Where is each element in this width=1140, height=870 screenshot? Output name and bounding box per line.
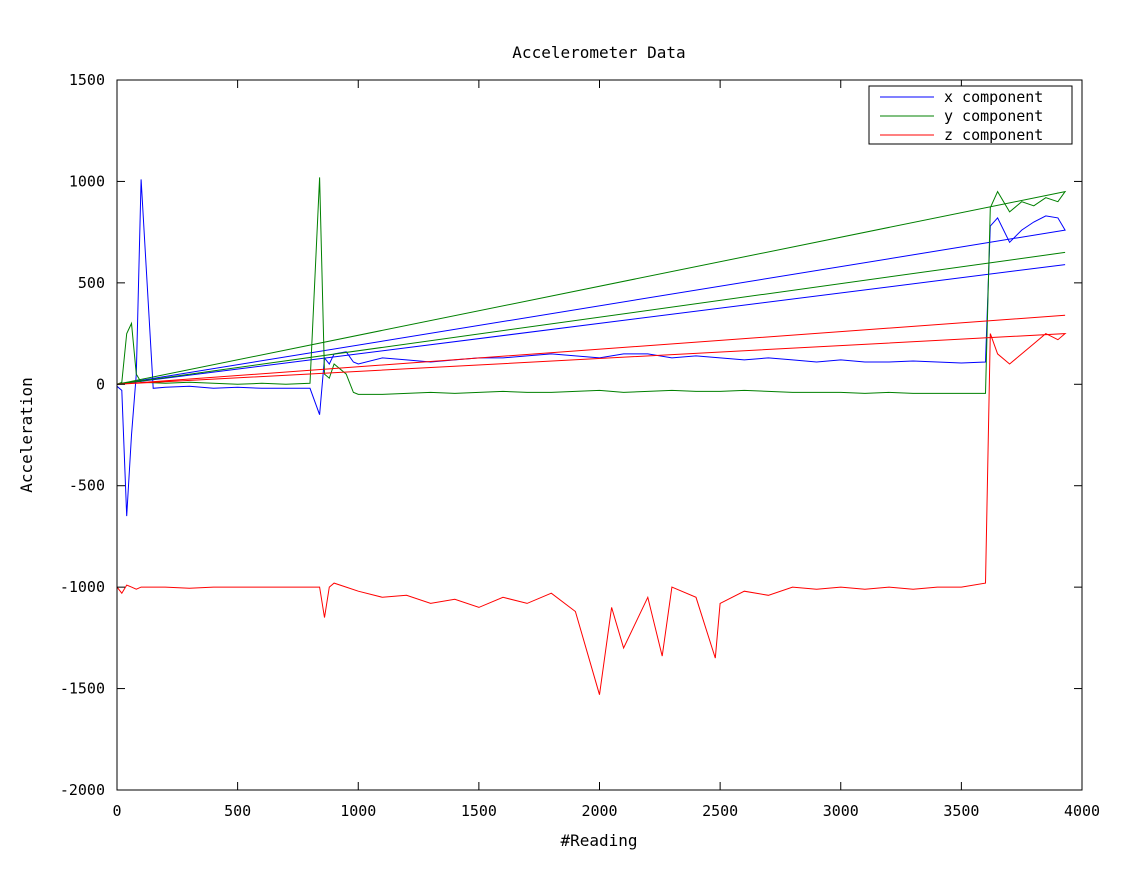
x-tick-label: 500 xyxy=(224,802,251,820)
x-tick-label: 2500 xyxy=(702,802,738,820)
legend-box xyxy=(868,85,1073,145)
x-axis-label: #Reading xyxy=(560,831,637,850)
y-tick-label: 500 xyxy=(78,274,105,292)
series-line-y-component xyxy=(117,177,1067,395)
plot-frame xyxy=(116,79,1083,791)
x-tick-label: 1000 xyxy=(340,802,376,820)
x-tick-label: 3500 xyxy=(943,802,979,820)
y-tick-label: -1500 xyxy=(60,680,105,698)
y-tick-label: 0 xyxy=(96,375,105,393)
y-tick-label: -2000 xyxy=(60,781,105,799)
x-tick-label: 1500 xyxy=(461,802,497,820)
series-line-x-component xyxy=(117,179,1066,517)
chart-title: Accelerometer Data xyxy=(512,43,685,62)
legend-label: z component xyxy=(944,126,1043,144)
x-tick-label: 3000 xyxy=(823,802,859,820)
series-line-z-component xyxy=(117,314,1067,695)
x-tick-label: 2000 xyxy=(581,802,617,820)
y-tick-label: 1500 xyxy=(69,71,105,89)
y-tick-label: -1000 xyxy=(60,578,105,596)
y-axis-label: Acceleration xyxy=(17,377,36,493)
y-tick-label: 1000 xyxy=(69,172,105,190)
y-tick-label: -500 xyxy=(69,477,105,495)
x-tick-label: 0 xyxy=(112,802,121,820)
ticks-layer: 0 500 1000 1500 2000 2500 3000 3500 4000 -2000 -15… xyxy=(60,71,1100,820)
legend-label: y component xyxy=(944,107,1043,125)
series-layer xyxy=(117,177,1067,695)
legend-label: x component xyxy=(944,88,1043,106)
x-tick-label: 4000 xyxy=(1064,802,1100,820)
